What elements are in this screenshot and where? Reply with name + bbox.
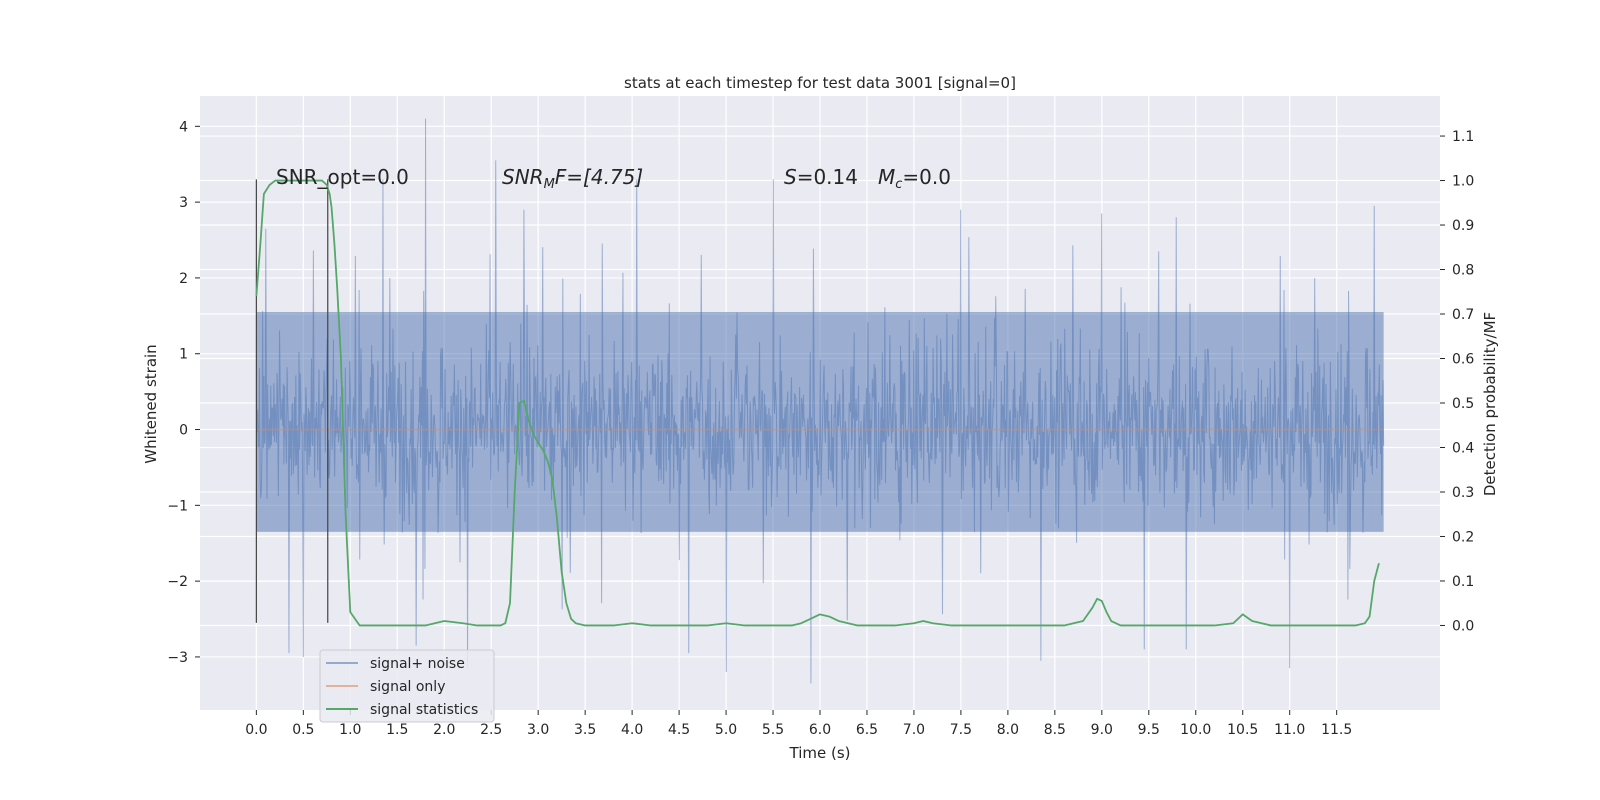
x-tick-label: 4.5 xyxy=(668,722,690,738)
legend: signal+ noise signal only signal statist… xyxy=(319,649,495,723)
x-tick-label: 2.0 xyxy=(433,722,455,738)
series-signal-noise xyxy=(255,118,1385,684)
y-left-tick-label: −2 xyxy=(167,574,188,590)
x-tick-label: 1.0 xyxy=(339,722,361,738)
x-tick-label: 9.5 xyxy=(1138,722,1160,738)
y-left-tick-label: 1 xyxy=(179,347,188,363)
annotation-mc: Mc=0.0 xyxy=(878,165,951,192)
y-right-tick-label: 0.2 xyxy=(1452,529,1474,545)
x-tick-label: 10.5 xyxy=(1227,722,1258,738)
y-right-tick-label: 0.1 xyxy=(1452,574,1474,590)
x-tick-label: 7.0 xyxy=(903,722,925,738)
x-tick-label: 5.5 xyxy=(762,722,784,738)
y-right-tick-label: 0.5 xyxy=(1452,396,1474,412)
y-right-tick-label: 0.4 xyxy=(1452,440,1474,456)
y-left-tick-label: 4 xyxy=(179,119,188,135)
x-tick-label: 0.0 xyxy=(245,722,267,738)
annotation-snr-mf-tail: F=[4.75] xyxy=(555,165,643,189)
x-tick-label: 6.5 xyxy=(856,722,878,738)
y-right-tick-label: 0.6 xyxy=(1452,352,1474,368)
x-tick-label: 2.5 xyxy=(480,722,502,738)
x-tick-label: 8.5 xyxy=(1044,722,1066,738)
x-tick-label: 11.5 xyxy=(1321,722,1352,738)
x-tick-label: 8.0 xyxy=(997,722,1019,738)
y-right-tick-label: 0.9 xyxy=(1452,218,1474,234)
annotation-mc-value: =0.0 xyxy=(902,165,951,189)
noise-trace xyxy=(255,118,1385,684)
annotation-mc-sub: c xyxy=(895,177,902,192)
y-left-tick-label: 0 xyxy=(179,423,188,439)
x-axis-ticks: 0.0 0.5 1.0 1.5 2.0 2.5 3.0 3.5 4.0 4.5 5.0 5.5 6.0 6… xyxy=(245,710,1352,738)
legend-label-noise: signal+ noise xyxy=(370,656,465,672)
y-left-tick-label: 3 xyxy=(179,195,188,211)
x-tick-label: 3.0 xyxy=(527,722,549,738)
annotation-mc-name: M xyxy=(878,165,895,189)
legend-label-signal-only: signal only xyxy=(370,679,445,695)
annotation-snr-mf-sub: M xyxy=(544,177,555,192)
vertical-markers xyxy=(255,179,329,623)
y-right-tick-label: 1.0 xyxy=(1452,174,1474,190)
y-left-tick-label: −1 xyxy=(167,498,188,514)
annotation-s: S=0.14 xyxy=(784,165,858,189)
x-tick-label: 6.0 xyxy=(809,722,831,738)
annotation-s-value: =0.14 xyxy=(797,165,858,189)
x-tick-label: 3.5 xyxy=(574,722,596,738)
y-right-tick-label: 0.3 xyxy=(1452,485,1474,501)
y-left-axis-label: Whitened strain xyxy=(142,344,160,463)
annotation-snr-mf: SNRMF=[4.75] xyxy=(502,165,643,192)
x-axis-label: Time (s) xyxy=(789,744,851,762)
statistics-line xyxy=(255,179,1380,627)
y-right-tick-label: 0.7 xyxy=(1452,307,1474,323)
chart-title: stats at each timestep for test data 300… xyxy=(624,74,1016,92)
y-right-axis-label: Detection probability/MF xyxy=(1481,312,1499,496)
y-right-tick-label: 0.0 xyxy=(1452,618,1474,634)
y-left-axis-ticks: −3 −2 −1 0 1 2 3 4 xyxy=(167,119,200,666)
x-tick-label: 0.5 xyxy=(292,722,314,738)
y-left-tick-label: 2 xyxy=(179,271,188,287)
x-tick-label: 11.0 xyxy=(1274,722,1305,738)
annotation-s-name: S xyxy=(784,165,797,189)
y-left-tick-label: −3 xyxy=(167,650,188,666)
x-tick-label: 5.0 xyxy=(715,722,737,738)
legend-label-statistics: signal statistics xyxy=(370,702,478,718)
y-right-tick-label: 1.1 xyxy=(1452,129,1474,145)
x-tick-label: 9.0 xyxy=(1091,722,1113,738)
y-right-axis-ticks: 0.0 0.1 0.2 0.3 0.4 0.5 0.6 0.7 0.8 0.9 1.0 1.1 xyxy=(1440,129,1474,634)
annotation-snr-opt: SNR_opt=0.0 xyxy=(276,165,409,189)
legend-box xyxy=(319,649,495,723)
x-tick-label: 1.5 xyxy=(386,722,408,738)
series-signal-statistics xyxy=(255,179,1380,627)
x-tick-label: 4.0 xyxy=(621,722,643,738)
annotation-snr-mf-name: SNR xyxy=(502,165,544,189)
x-tick-label: 10.0 xyxy=(1180,722,1211,738)
x-tick-label: 7.5 xyxy=(950,722,972,738)
y-right-tick-label: 0.8 xyxy=(1452,263,1474,279)
